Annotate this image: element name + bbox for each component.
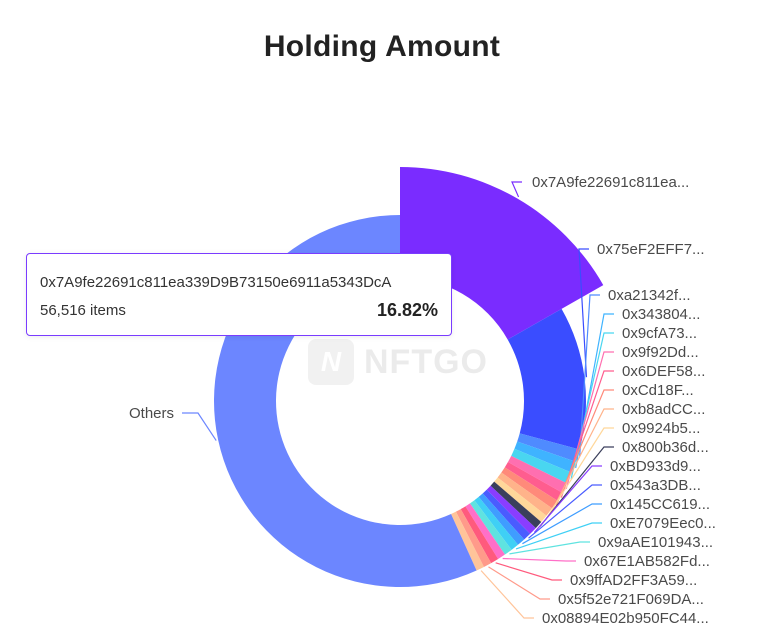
- leader-line-0xe7079eec0: [515, 522, 602, 550]
- leader-line-0x67e1ab582fd: [502, 557, 576, 562]
- leader-line-0x9aae101943: [509, 541, 590, 555]
- slice-label-0xe7079eec0: 0xE7079Eec0...: [610, 515, 716, 532]
- leader-line-0x800b36d: [539, 446, 614, 527]
- slice-label-0xbd933d9: 0xBD933d9...: [610, 458, 701, 475]
- slice-0x543a3db[interactable]: [482, 489, 531, 540]
- tooltip-address: 0x7A9fe22691c811ea339D9B73150e6911a5343D…: [40, 274, 392, 291]
- slice-0x145cc619[interactable]: [478, 493, 525, 545]
- leader-line-0x75ef2eff7: [578, 248, 589, 378]
- slice-0x67e1ab582fd[interactable]: [465, 503, 505, 560]
- slice-0xe7079eec0[interactable]: [474, 496, 518, 550]
- slice-label-0x9aae101943: 0x9aAE101943...: [598, 534, 713, 551]
- slice-label-0xa21342f: 0xa21342f...: [608, 287, 691, 304]
- slice-0x343804[interactable]: [514, 441, 576, 473]
- leader-line-0x5f52e721f069da: [488, 566, 550, 600]
- slice-label-0x9ffad2ff3a59: 0x9ffAD2FF3A59...: [570, 572, 697, 589]
- leader-lines-layer: [182, 181, 614, 619]
- slice-label-0x08894e02b950fc44: 0x08894E02b950FC44...: [542, 610, 709, 627]
- leader-line-0x9f92dd: [565, 351, 614, 490]
- leader-line-0xa21342f: [579, 294, 600, 457]
- nftgo-logo-icon: N: [308, 339, 354, 385]
- slice-0xa21342f[interactable]: [517, 433, 580, 462]
- slice-label-0x343804: 0x343804...: [622, 306, 700, 323]
- leader-line-0x7a9fe22691c811ea: [511, 181, 522, 198]
- slice-label-0x7a9fe22691c811ea: 0x7A9fe22691c811ea...: [532, 174, 689, 191]
- slice-0x9f92dd[interactable]: [507, 455, 567, 493]
- leader-line-0xb8adcc: [550, 408, 614, 514]
- slice-label-0xb8adcc: 0xb8adCC...: [622, 401, 705, 418]
- slice-label-others: Others: [129, 405, 174, 422]
- slice-label-0x9924b5: 0x9924b5...: [622, 420, 700, 437]
- watermark-text: NFTGO: [364, 342, 488, 381]
- slice-label-0x9cfa73: 0x9cfA73...: [622, 325, 697, 342]
- slice-0x5f52e721f069da[interactable]: [455, 509, 492, 567]
- slice-labels-layer: 0x7A9fe22691c811ea... 0x75eF2EFF7... 0xa21…: [129, 174, 716, 627]
- leader-line-0x08894e02b950fc44: [480, 570, 534, 619]
- tooltip-percent: 16.82%: [376, 300, 438, 320]
- slice-0x9ffad2ff3a59[interactable]: [460, 506, 499, 564]
- slice-label-0x543a3db: 0x543a3DB...: [610, 477, 701, 494]
- leader-line-0x9924b5: [544, 427, 614, 521]
- slice-label-0x67e1ab582fd: 0x67E1AB582Fd...: [584, 553, 710, 570]
- slice-label-0x75ef2eff7: 0x75eF2EFF7...: [597, 241, 705, 258]
- slice-0xcd18f[interactable]: [501, 467, 558, 509]
- slice-label-0xcd18f: 0xCd18F...: [622, 382, 694, 399]
- slice-0x800b36d[interactable]: [490, 481, 542, 529]
- slice-label-0x145cc619: 0x145CC619...: [610, 496, 710, 513]
- slice-0x75ef2eff7[interactable]: [507, 308, 586, 450]
- slice-0x6def58[interactable]: [504, 462, 562, 501]
- leader-line-0x6def58: [560, 370, 614, 498]
- leader-line-0x145cc619: [522, 503, 602, 545]
- leader-line-others: [182, 412, 217, 441]
- slice-label-0x5f52e721f069da: 0x5f52e721F069DA...: [558, 591, 704, 608]
- slice-0x08894e02b950fc44[interactable]: [451, 511, 484, 571]
- slice-0xb8adcc[interactable]: [497, 472, 552, 516]
- nftgo-watermark: N NFTGO: [308, 334, 498, 390]
- slice-0x9924b5[interactable]: [494, 477, 547, 523]
- leader-line-0xcd18f: [555, 389, 614, 506]
- slice-label-0x800b36d: 0x800b36d...: [622, 439, 709, 456]
- slice-label-0x9f92dd: 0x9f92Dd...: [622, 344, 699, 361]
- slice-label-0x6def58: 0x6DEF58...: [622, 363, 705, 380]
- slice-0x7a9fe22691c811ea[interactable]: [400, 167, 604, 340]
- chart-tooltip: 0x7A9fe22691c811ea339D9B73150e6911a5343D…: [26, 253, 452, 336]
- tooltip-items: 56,516 items: [40, 302, 126, 319]
- slice-0xbd933d9[interactable]: [486, 485, 536, 534]
- slice-0x9cfa73[interactable]: [511, 448, 572, 484]
- leader-line-0x9ffad2ff3a59: [495, 562, 562, 581]
- leader-line-0x543a3db: [528, 484, 602, 539]
- slice-0x9aae101943[interactable]: [469, 500, 512, 555]
- leader-line-0xbd933d9: [533, 465, 602, 533]
- chart-title: Holding Amount: [263, 30, 501, 63]
